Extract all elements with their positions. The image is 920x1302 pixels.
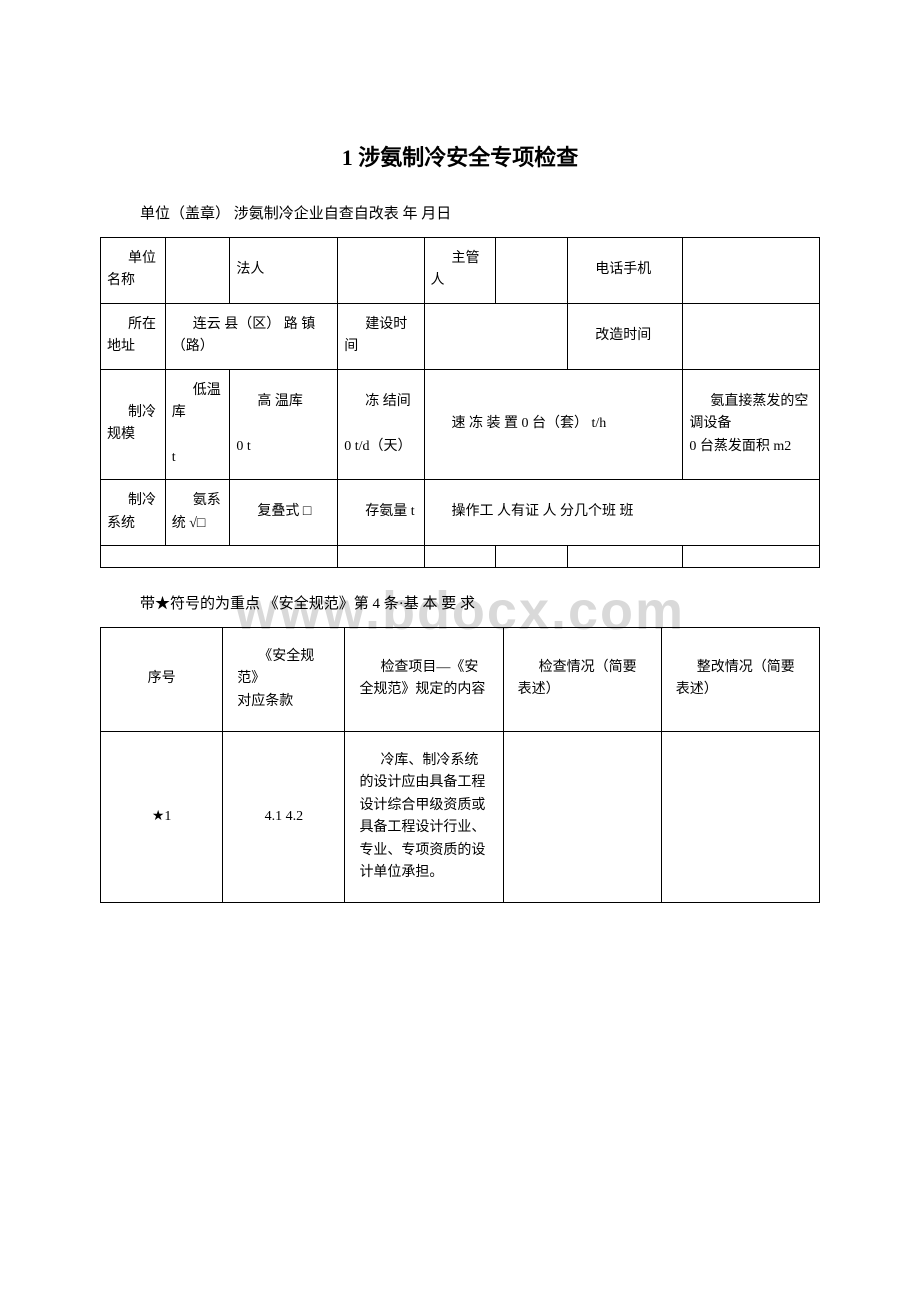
table-row: 制冷规模 低温库 t 高 温库 0 t 冻 结间 0 t/d（天） 速 冻 装 … (101, 369, 820, 480)
cell-freeze-room: 冻 结间 0 t/d（天） (338, 369, 424, 480)
cell-cascade: 复叠式 □ (230, 480, 338, 546)
cell-lowtemp: 低温库 t (165, 369, 230, 480)
cell-item: 冷库、制冷系统的设计应由具备工程设计综合甲级资质或具备工程设计行业、专业、专项资… (345, 732, 503, 903)
table-row: ★1 4.1 4.2 冷库、制冷系统的设计应由具备工程设计综合甲级资质或具备工程… (101, 732, 820, 903)
cell-system-label: 制冷系统 (101, 480, 166, 546)
checklist-table: 序号 《安全规范》 对应条款 检查项目—《安全规范》规定的内容 检查情况（简要表… (100, 627, 820, 904)
cell-legal-person-value (338, 238, 424, 304)
table-row: 单位名称 法人 主管人 电话手机 (101, 238, 820, 304)
section-note: 带★符号的为重点 《安全规范》第 4 条·基 本 要 求 (140, 592, 820, 613)
col-clause: 《安全规范》 对应条款 (223, 627, 345, 731)
cell-unit-name-label: 单位名称 (101, 238, 166, 304)
cell-manager-value (496, 238, 568, 304)
subtitle: 单位（盖章） 涉氨制冷企业自查自改表 年 月日 (140, 202, 820, 223)
cell-address-value: 连云 县（区） 路 镇（路） (165, 303, 338, 369)
cell-rectify (661, 732, 819, 903)
info-table: 单位名称 法人 主管人 电话手机 所在地址 连云 县（区） 路 镇（路） 建设时… (100, 237, 820, 568)
page-title: 1 涉氨制冷安全专项检查 (100, 140, 820, 172)
table-row: 制冷系统 氨系统 √□ 复叠式 □ 存氨量 t 操作工 人有证 人 分几个班 班 (101, 480, 820, 546)
col-rectify: 整改情况（简要表述） (661, 627, 819, 731)
table-row-empty (101, 545, 820, 567)
cell-scale-label: 制冷规模 (101, 369, 166, 480)
cell-clause: 4.1 4.2 (223, 732, 345, 903)
col-item: 检查项目—《安全规范》规定的内容 (345, 627, 503, 731)
cell-quick-freeze: 速 冻 装 置 0 台（套） t/h (424, 369, 683, 480)
cell-ac-equipment: 氨直接蒸发的空调设备 0 台蒸发面积 m2 (683, 369, 820, 480)
col-check: 检查情况（简要表述） (503, 627, 661, 731)
cell-build-time-label: 建设时间 (338, 303, 424, 369)
table-header-row: 序号 《安全规范》 对应条款 检查项目—《安全规范》规定的内容 检查情况（简要表… (101, 627, 820, 731)
cell-operators: 操作工 人有证 人 分几个班 班 (424, 480, 819, 546)
cell-ammonia-system: 氨系统 √□ (165, 480, 230, 546)
cell-rebuild-time-value (683, 303, 820, 369)
cell-phone-value (683, 238, 820, 304)
cell-address-label: 所在地址 (101, 303, 166, 369)
cell-rebuild-time-label: 改造时间 (568, 303, 683, 369)
cell-hightemp: 高 温库 0 t (230, 369, 338, 480)
cell-seq: ★1 (101, 732, 223, 903)
cell-phone-label: 电话手机 (568, 238, 683, 304)
cell-manager-label: 主管人 (424, 238, 496, 304)
col-seq: 序号 (101, 627, 223, 731)
cell-build-time-value (424, 303, 568, 369)
cell-legal-person-label: 法人 (230, 238, 338, 304)
cell-unit-name-value (165, 238, 230, 304)
cell-ammonia-amount: 存氨量 t (338, 480, 424, 546)
cell-check (503, 732, 661, 903)
table-row: 所在地址 连云 县（区） 路 镇（路） 建设时间 改造时间 (101, 303, 820, 369)
